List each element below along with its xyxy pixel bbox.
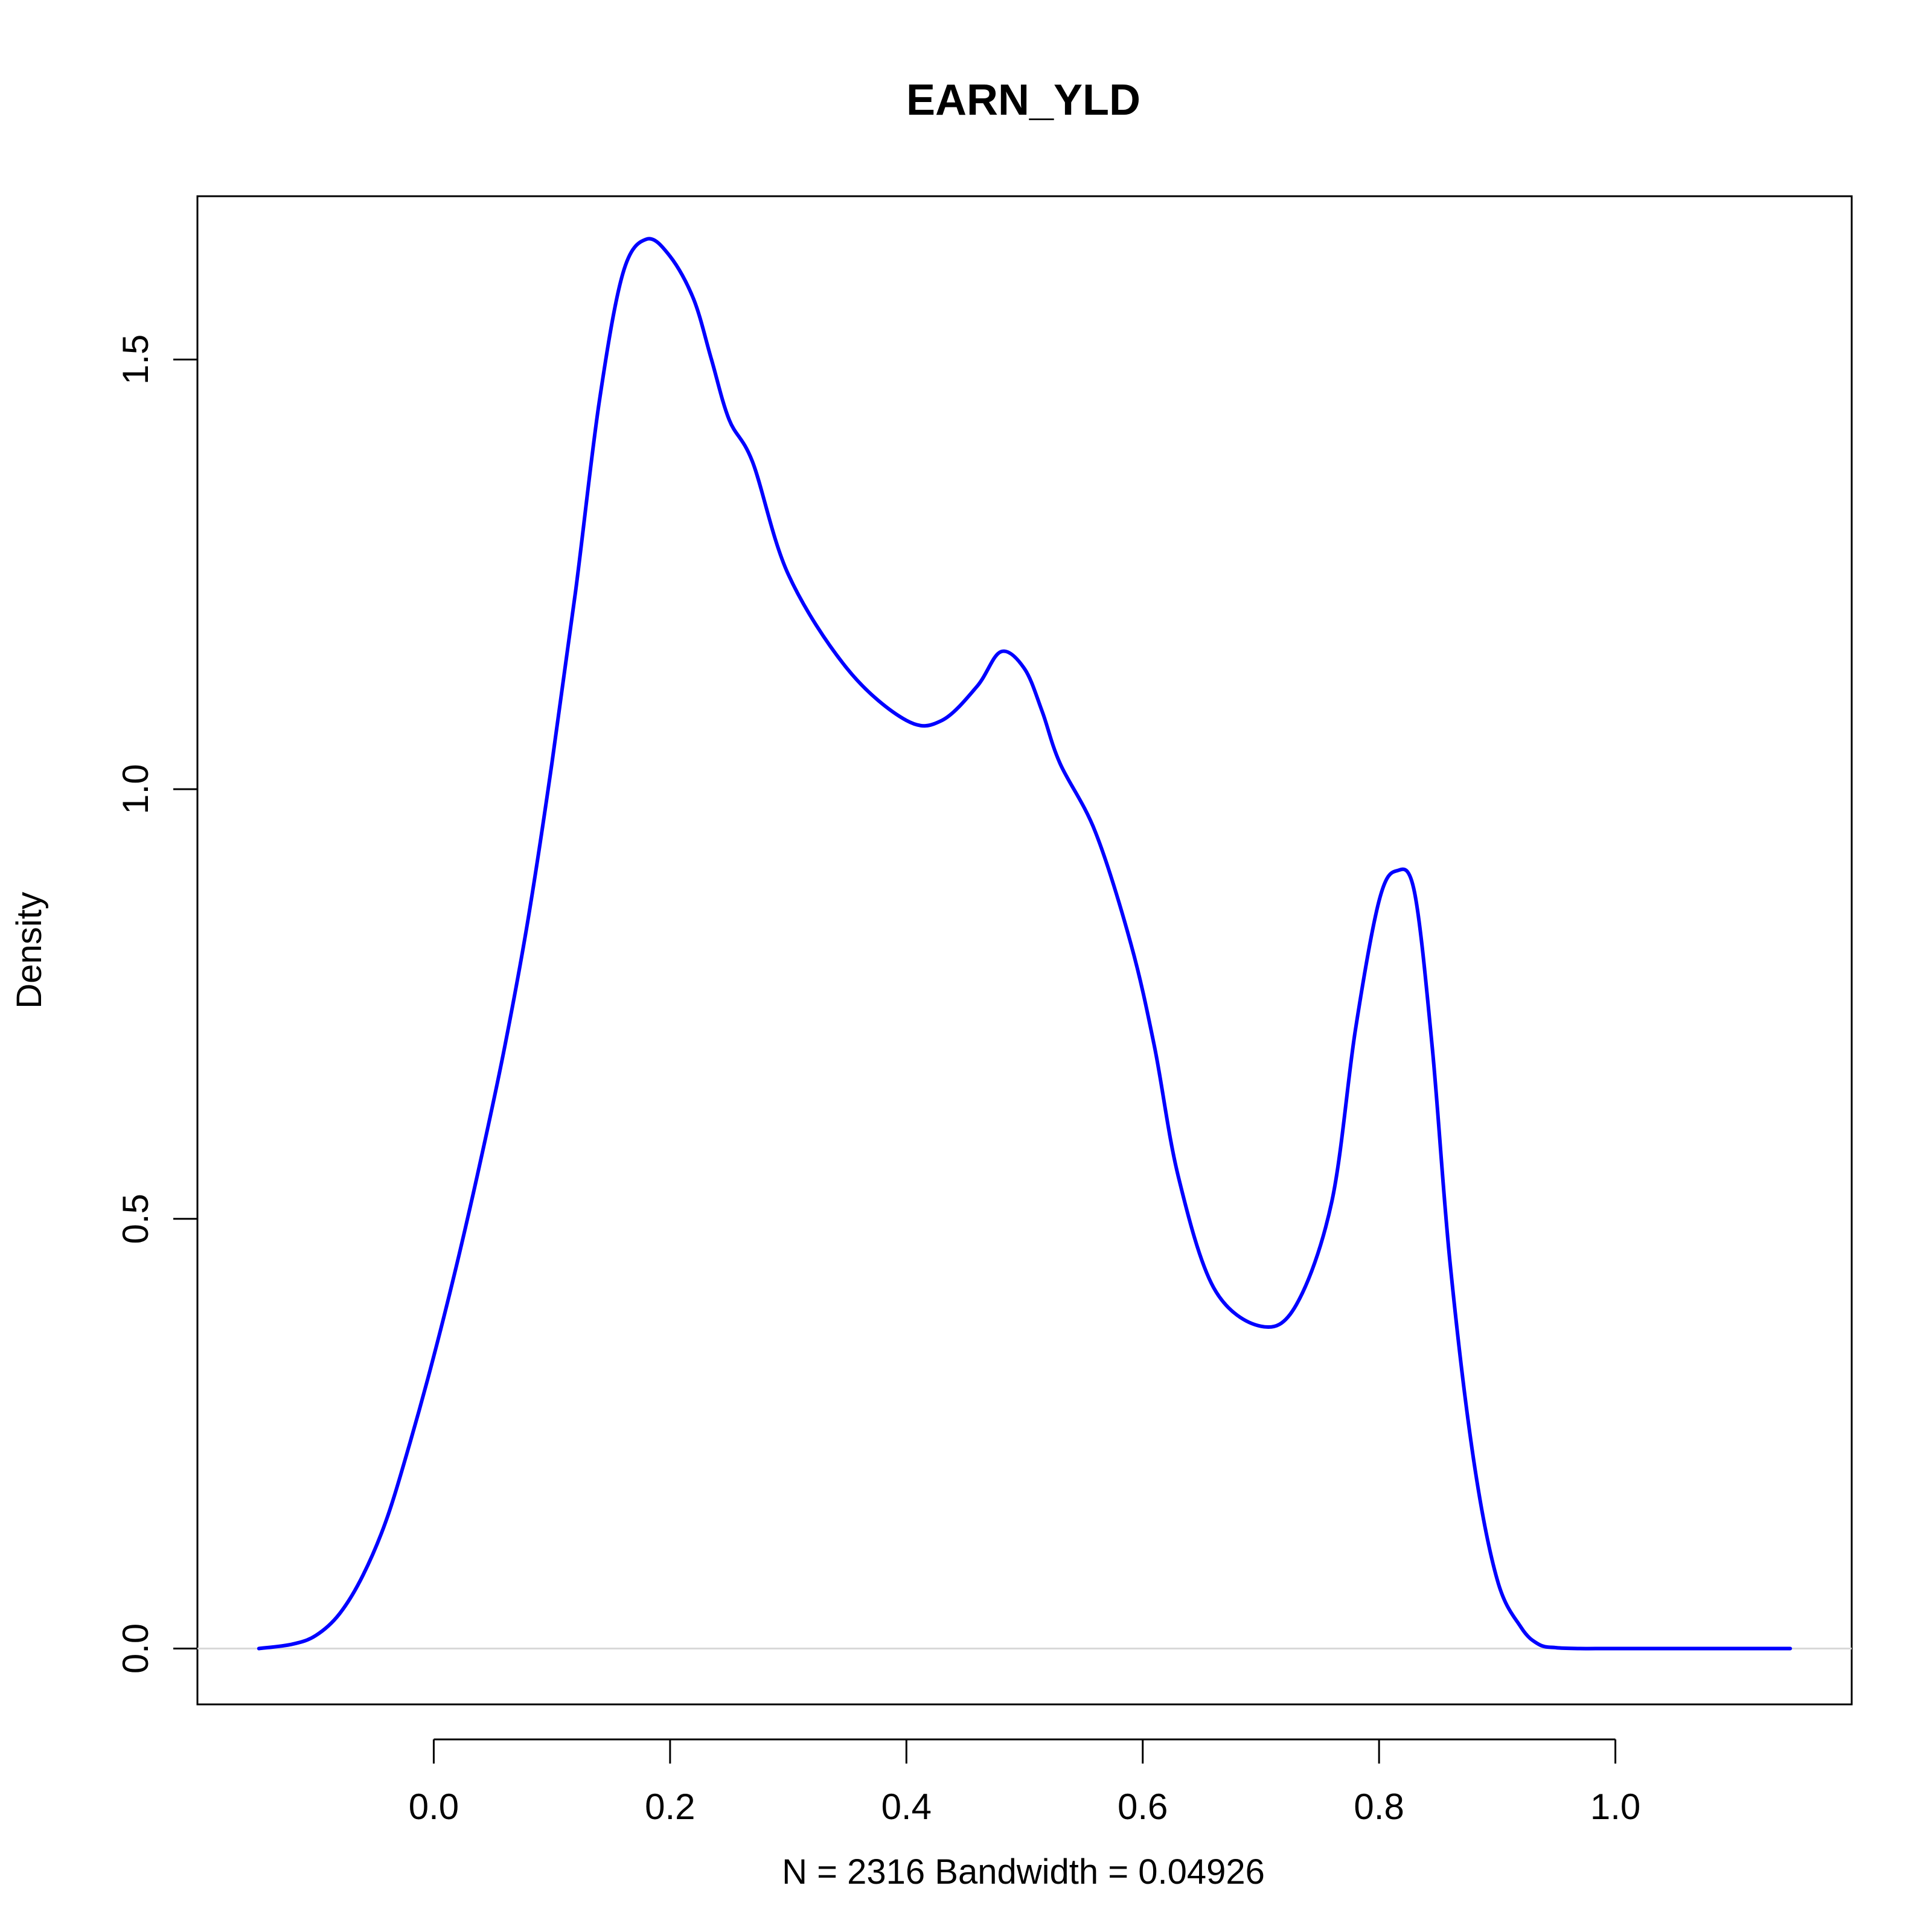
y-axis: 0.0 0.5 1.0 1.5 (115, 334, 199, 1674)
x-axis-label: N = 2316 Bandwidth = 0.04926 (782, 1852, 1265, 1892)
y-tick-label: 0.0 (115, 1623, 156, 1674)
y-tick-label: 1.5 (115, 334, 156, 385)
chart-title: EARN_YLD (906, 76, 1140, 124)
x-tick-label: 1.0 (1590, 1786, 1640, 1827)
x-tick-label: 0.0 (409, 1786, 459, 1827)
x-tick-label: 0.6 (1118, 1786, 1168, 1827)
x-tick-label: 0.2 (645, 1786, 695, 1827)
y-tick-label: 0.5 (115, 1194, 156, 1244)
x-tick-label: 0.4 (881, 1786, 932, 1827)
density-curve (257, 237, 1793, 1651)
y-tick-label: 1.0 (115, 764, 156, 814)
y-axis-label: Density (10, 892, 49, 1008)
x-axis: 0.0 0.2 0.4 0.6 0.8 1.0 (409, 1738, 1640, 1827)
plot-area-frame (196, 195, 1853, 1706)
x-tick-label: 0.8 (1354, 1786, 1404, 1827)
